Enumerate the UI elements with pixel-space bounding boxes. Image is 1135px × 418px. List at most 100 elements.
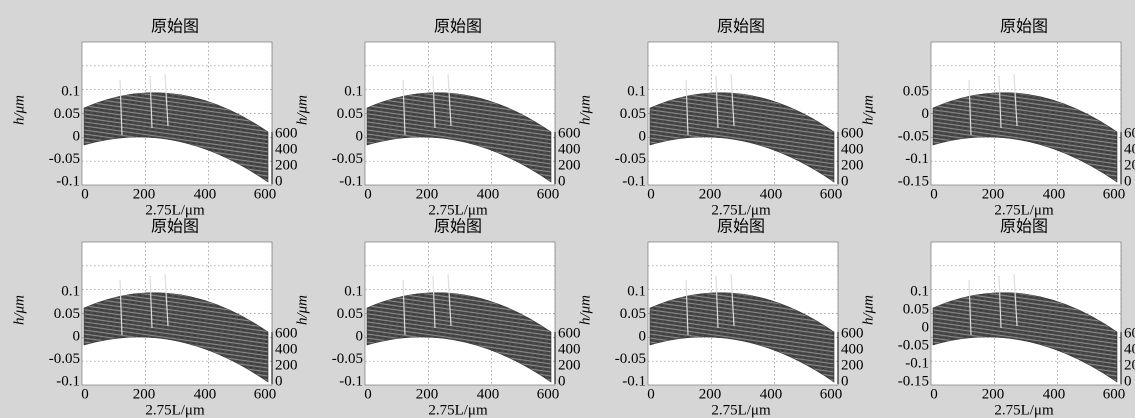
- z-tick-label: 200: [558, 157, 581, 173]
- y-tick-label: -0.1: [905, 151, 929, 167]
- y-tick-label: 0.05: [620, 106, 646, 122]
- x-axis-label: 2.75L/μm: [428, 402, 488, 418]
- x-tick-label: 400: [1043, 186, 1066, 202]
- z-tick-label: 0: [841, 373, 849, 389]
- surface-ridge: [968, 73, 1018, 136]
- panel-title: 原始图: [151, 18, 199, 36]
- y-axis-label: h/μm: [11, 95, 27, 125]
- x-tick-label: 0: [81, 386, 89, 402]
- z-tick-label: 600: [1124, 125, 1135, 141]
- y-axis-label: h/μm: [11, 295, 27, 325]
- surface: [932, 292, 1118, 383]
- z-tick-label: 600: [275, 325, 298, 341]
- y-tick-label: 0.1: [627, 83, 646, 99]
- x-axis-label: 2.75L/μm: [994, 202, 1054, 218]
- y-tick-label: -0.1: [622, 173, 646, 189]
- y-tick-label: 0.1: [61, 83, 80, 99]
- y-axis-label: h/μm: [294, 295, 310, 325]
- panel-title: 原始图: [1000, 218, 1048, 236]
- surface: [366, 92, 552, 183]
- z-tick-label: 400: [841, 341, 864, 357]
- z-tick-label: 400: [1124, 341, 1135, 357]
- y-tick-label: -0.05: [615, 351, 646, 367]
- z-tick-label: 0: [1124, 173, 1132, 189]
- surface: [366, 292, 552, 383]
- y-tick-label: 0.05: [337, 106, 363, 122]
- surface: [83, 292, 269, 383]
- y-tick-label: 0: [73, 328, 81, 344]
- x-tick-label: 200: [699, 186, 722, 202]
- x-tick-label: 400: [760, 386, 783, 402]
- z-tick-label: 0: [558, 173, 566, 189]
- x-tick-label: 400: [477, 386, 500, 402]
- y-tick-label: 0: [356, 128, 364, 144]
- y-tick-label: 0: [639, 328, 647, 344]
- z-tick-label: 0: [558, 373, 566, 389]
- surface-ridge: [119, 273, 169, 336]
- x-tick-label: 0: [647, 186, 655, 202]
- x-tick-label: 0: [647, 386, 655, 402]
- y-tick-label: 0.05: [54, 306, 80, 322]
- panel-title: 原始图: [717, 18, 765, 36]
- y-axis-label: h/μm: [860, 95, 876, 125]
- z-tick-label: 600: [841, 125, 864, 141]
- y-tick-label: -0.05: [898, 337, 929, 353]
- x-tick-label: 200: [133, 386, 156, 402]
- x-tick-label: 600: [537, 186, 560, 202]
- surface: [649, 92, 835, 183]
- z-tick-label: 200: [1124, 357, 1135, 373]
- y-tick-label: 0: [922, 106, 930, 122]
- z-tick-label: 200: [1124, 157, 1135, 173]
- x-tick-label: 600: [820, 386, 843, 402]
- surface-ridge: [685, 73, 735, 136]
- x-axis-label: 2.75L/μm: [711, 202, 771, 218]
- panel-title: 原始图: [151, 218, 199, 236]
- x-axis-label: 2.75L/μm: [145, 202, 205, 218]
- y-tick-label: -0.1: [622, 373, 646, 389]
- z-tick-label: 0: [841, 173, 849, 189]
- panel-title: 原始图: [1000, 18, 1048, 36]
- surface-ridge: [402, 73, 452, 136]
- y-axis-label: h/μm: [294, 95, 310, 125]
- surface: [83, 92, 269, 183]
- x-axis-label: 2.75L/μm: [711, 402, 771, 418]
- y-tick-label: 0: [922, 319, 930, 335]
- y-tick-label: 0.1: [344, 83, 363, 99]
- z-tick-label: 200: [841, 357, 864, 373]
- x-tick-label: 200: [416, 386, 439, 402]
- y-tick-label: 0.1: [344, 283, 363, 299]
- y-tick-label: -0.1: [56, 173, 80, 189]
- x-tick-label: 0: [930, 186, 938, 202]
- x-tick-label: 400: [1043, 386, 1066, 402]
- x-tick-label: 600: [254, 186, 277, 202]
- x-tick-label: 200: [133, 186, 156, 202]
- y-tick-label: 0: [356, 328, 364, 344]
- panel-title: 原始图: [434, 218, 482, 236]
- z-tick-label: 600: [1124, 325, 1135, 341]
- y-tick-label: -0.1: [339, 373, 363, 389]
- x-axis-label: 2.75L/μm: [145, 402, 205, 418]
- x-tick-label: 400: [194, 386, 217, 402]
- x-tick-label: 400: [760, 186, 783, 202]
- x-tick-label: 0: [81, 186, 89, 202]
- x-tick-label: 600: [1103, 186, 1126, 202]
- y-tick-label: -0.15: [898, 173, 929, 189]
- y-tick-label: -0.1: [56, 373, 80, 389]
- x-tick-label: 600: [254, 386, 277, 402]
- z-tick-label: 600: [275, 125, 298, 141]
- y-tick-label: 0: [73, 128, 81, 144]
- z-tick-label: 200: [841, 157, 864, 173]
- surface-ridge: [685, 273, 735, 336]
- y-tick-label: 0.05: [903, 83, 929, 99]
- y-tick-label: -0.05: [49, 151, 80, 167]
- y-tick-label: -0.1: [339, 173, 363, 189]
- z-tick-label: 400: [1124, 141, 1135, 157]
- z-tick-label: 600: [558, 325, 581, 341]
